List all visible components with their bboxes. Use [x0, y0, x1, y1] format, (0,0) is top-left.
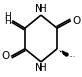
Text: H: H — [39, 4, 47, 14]
Text: O: O — [1, 51, 9, 61]
Text: H: H — [4, 17, 11, 26]
Text: H: H — [39, 63, 47, 73]
Text: H: H — [4, 12, 11, 21]
Text: N: N — [35, 4, 43, 14]
Text: ...: ... — [68, 51, 75, 60]
Text: N: N — [35, 63, 43, 73]
Text: O: O — [73, 16, 81, 26]
